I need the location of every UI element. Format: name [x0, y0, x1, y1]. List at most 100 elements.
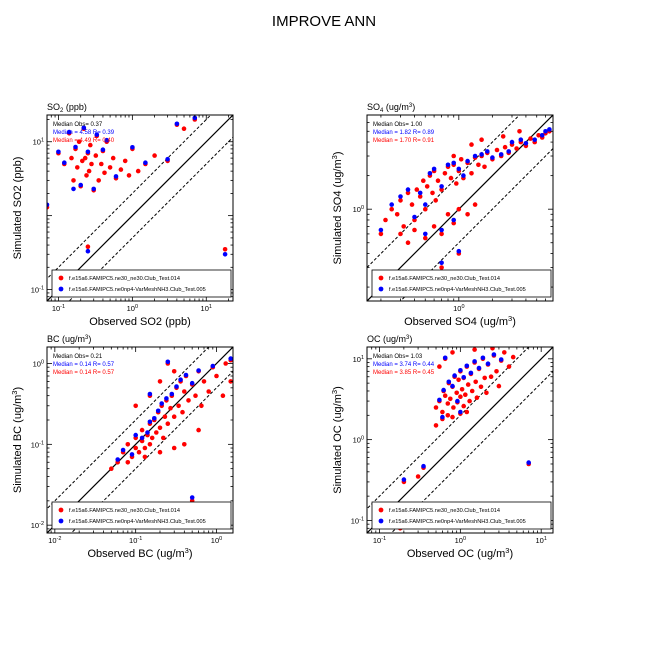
stat-line-2: Median = 1.82 R= 0.89 — [373, 130, 435, 136]
data-point — [133, 432, 138, 438]
data-point — [472, 153, 478, 159]
legend-marker — [58, 518, 64, 524]
data-point — [458, 368, 463, 373]
data-point — [415, 474, 421, 479]
data-point — [514, 146, 519, 151]
data-point — [458, 394, 463, 400]
data-point — [401, 224, 407, 229]
legend-box — [51, 269, 232, 298]
data-point — [165, 156, 170, 162]
data-point — [433, 405, 439, 410]
data-point — [80, 158, 85, 164]
data-point — [451, 153, 457, 159]
data-point — [440, 414, 445, 420]
legend-label: f.e15a6.FAMIPC5.ne0np4-VarMeshNH3.Club_T… — [69, 287, 206, 293]
data-point — [439, 265, 444, 270]
data-point — [147, 442, 153, 447]
data-point — [69, 155, 74, 161]
x-tick-label: 101 — [535, 536, 546, 545]
data-point — [452, 373, 457, 378]
data-point — [456, 206, 462, 212]
y-tick-label: 10-1 — [31, 286, 44, 295]
data-point — [82, 155, 88, 161]
legend-marker — [58, 286, 64, 292]
data-point — [84, 173, 89, 178]
axis-ticks — [366, 347, 553, 534]
legend: f.e15a6.FAMIPC5.ne30_ne30.Club_Test.014f… — [51, 501, 232, 530]
data-point — [210, 363, 216, 369]
stat-line-3: Median = 0.14 R= 0.57 — [53, 370, 115, 376]
data-point — [442, 393, 448, 399]
data-point — [157, 379, 163, 384]
legend-marker — [378, 275, 384, 281]
stat-line-1: Median Obs= 1.03 — [373, 354, 423, 360]
data-point — [446, 379, 452, 385]
data-point — [473, 379, 479, 385]
data-point — [157, 425, 163, 431]
stat-line-1: Median Obs= 0.21 — [53, 354, 103, 360]
x-axis-label: Observed SO4 (ug/m3) — [404, 314, 516, 328]
data-point — [476, 162, 481, 168]
data-point — [171, 414, 177, 420]
data-point — [71, 186, 76, 192]
data-point — [435, 178, 441, 183]
data-point — [115, 457, 120, 462]
data-point — [196, 368, 201, 373]
data-point — [66, 129, 72, 135]
data-point — [454, 181, 459, 186]
data-point — [223, 361, 228, 366]
data-point — [176, 403, 181, 409]
data-point — [423, 206, 428, 212]
data-point — [448, 396, 453, 402]
data-point — [142, 445, 148, 451]
data-point — [206, 389, 211, 394]
data-point — [149, 435, 155, 441]
legend-box — [371, 501, 552, 530]
data-point — [222, 247, 228, 252]
data-point — [189, 495, 195, 500]
data-point — [423, 231, 428, 237]
data-point — [405, 190, 411, 196]
data-point — [474, 395, 480, 401]
data-point — [394, 212, 400, 217]
data-point — [93, 153, 99, 158]
legend-marker — [378, 286, 384, 292]
data-point — [439, 187, 444, 192]
data-point — [539, 133, 545, 138]
data-point — [164, 396, 169, 401]
data-point — [154, 430, 159, 435]
data-point — [76, 139, 82, 144]
data-point — [152, 416, 157, 421]
data-point — [458, 409, 463, 415]
data-point — [378, 231, 384, 237]
panel-title: OC (ug/m3) — [367, 334, 412, 344]
stat-line-3: Median = 3.85 R= 0.45 — [373, 370, 435, 376]
legend: f.e15a6.FAMIPC5.ne30_ne30.Club_Test.014f… — [371, 269, 552, 298]
data-point — [405, 187, 411, 192]
data-point — [439, 227, 444, 233]
data-point — [120, 447, 126, 453]
data-point — [456, 248, 462, 254]
data-point — [96, 178, 101, 183]
data-point — [461, 375, 467, 380]
data-point — [125, 460, 131, 465]
data-point — [450, 383, 455, 389]
data-point — [468, 370, 474, 376]
data-point — [445, 212, 451, 217]
x-tick-label: 101 — [201, 304, 212, 313]
data-point — [222, 252, 228, 257]
data-point — [383, 217, 388, 223]
data-point — [430, 190, 435, 196]
data-point — [465, 212, 470, 217]
data-point — [165, 359, 171, 365]
data-point — [502, 350, 507, 355]
data-point — [85, 244, 91, 249]
data-point — [543, 129, 548, 134]
data-point — [423, 235, 428, 241]
data-point — [490, 155, 495, 160]
data-point — [110, 155, 116, 161]
data-point — [155, 408, 161, 414]
data-point — [485, 361, 491, 367]
data-point — [454, 390, 460, 396]
